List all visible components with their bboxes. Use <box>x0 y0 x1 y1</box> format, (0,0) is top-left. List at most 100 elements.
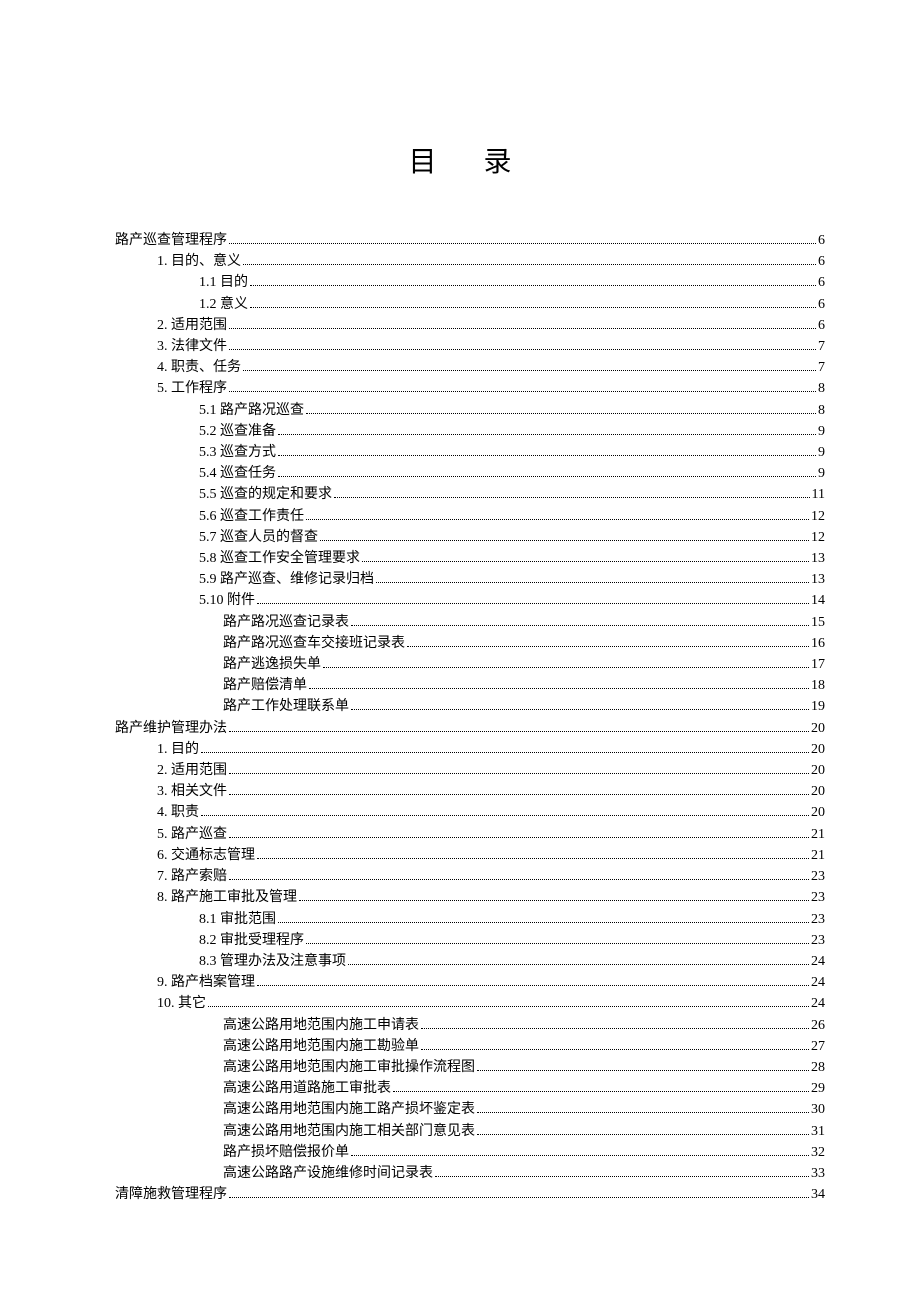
toc-entry: 路产赔偿清单18 <box>115 675 825 696</box>
toc-label: 路产工作处理联系单 <box>223 696 349 717</box>
toc-label: 2. 适用范围 <box>157 315 227 336</box>
toc-entry: 5.8 巡查工作安全管理要求 13 <box>115 548 825 569</box>
toc-leader-dots <box>477 1112 809 1113</box>
toc-page-number: 9 <box>818 421 825 442</box>
toc-leader-dots <box>435 1176 809 1177</box>
toc-leader-dots <box>201 815 809 816</box>
toc-page-number: 6 <box>818 230 825 251</box>
toc-entry: 2. 适用范围20 <box>115 760 825 781</box>
toc-entry: 5.1 路产路况巡查8 <box>115 400 825 421</box>
toc-page-number: 19 <box>811 696 825 717</box>
toc-label: 高速公路路产设施维修时间记录表 <box>223 1163 433 1184</box>
toc-leader-dots <box>477 1070 809 1071</box>
toc-label: 5. 路产巡查 <box>157 824 227 845</box>
toc-leader-dots <box>229 328 816 329</box>
toc-page-number: 6 <box>818 294 825 315</box>
toc-leader-dots <box>299 900 809 901</box>
toc-entry: 5.6 巡查工作责任12 <box>115 506 825 527</box>
toc-page-number: 16 <box>811 633 825 654</box>
toc-leader-dots <box>376 582 809 583</box>
toc-page-number: 13 <box>811 548 825 569</box>
toc-page-number: 9 <box>818 463 825 484</box>
toc-entry: 1. 目的、意义6 <box>115 251 825 272</box>
toc-entry: 5. 工作程序8 <box>115 378 825 399</box>
toc-page-number: 7 <box>818 357 825 378</box>
toc-label: 9. 路产档案管理 <box>157 972 255 993</box>
toc-page-number: 28 <box>811 1057 825 1078</box>
toc-entry: 8.2 审批受理程序23 <box>115 930 825 951</box>
toc-page-number: 13 <box>811 569 825 590</box>
toc-label: 高速公路用地范围内施工审批操作流程图 <box>223 1057 475 1078</box>
table-of-contents: 路产巡查管理程序61. 目的、意义61.1 目的61.2 意义62. 适用范围6… <box>115 230 825 1205</box>
toc-leader-dots <box>257 858 809 859</box>
toc-page-number: 24 <box>811 993 825 1014</box>
toc-label: 8.2 审批受理程序 <box>199 930 304 951</box>
toc-leader-dots <box>306 413 816 414</box>
toc-leader-dots <box>393 1091 809 1092</box>
toc-entry: 5.10 附件14 <box>115 590 825 611</box>
toc-leader-dots <box>229 879 809 880</box>
toc-label: 1.2 意义 <box>199 294 248 315</box>
toc-leader-dots <box>362 561 809 562</box>
toc-entry: 8. 路产施工审批及管理23 <box>115 887 825 908</box>
toc-label: 4. 职责 <box>157 802 199 823</box>
toc-leader-dots <box>229 1197 809 1198</box>
toc-entry: 5.9 路产巡查、维修记录归档13 <box>115 569 825 590</box>
toc-entry: 9. 路产档案管理24 <box>115 972 825 993</box>
toc-page-number: 17 <box>811 654 825 675</box>
toc-page-number: 15 <box>811 612 825 633</box>
toc-leader-dots <box>351 1155 809 1156</box>
toc-leader-dots <box>229 349 816 350</box>
toc-entry: 高速公路用地范围内施工勘验单27 <box>115 1036 825 1057</box>
toc-page-number: 6 <box>818 272 825 293</box>
toc-entry: 1.2 意义 6 <box>115 294 825 315</box>
toc-label: 路产损坏赔偿报价单 <box>223 1142 349 1163</box>
toc-page-number: 27 <box>811 1036 825 1057</box>
toc-entry: 清障施救管理程序34 <box>115 1184 825 1205</box>
toc-label: 8.1 审批范围 <box>199 909 276 930</box>
toc-page-number: 26 <box>811 1015 825 1036</box>
toc-label: 2. 适用范围 <box>157 760 227 781</box>
toc-entry: 高速公路用地范围内施工路产损坏鉴定表 30 <box>115 1099 825 1120</box>
toc-label: 高速公路用道路施工审批表 <box>223 1078 391 1099</box>
toc-leader-dots <box>229 243 816 244</box>
toc-leader-dots <box>229 731 809 732</box>
toc-leader-dots <box>351 625 809 626</box>
toc-leader-dots <box>309 688 809 689</box>
page-title: 目 录 <box>115 140 825 180</box>
toc-page-number: 11 <box>812 484 825 505</box>
toc-label: 8.3 管理办法及注意事项 <box>199 951 346 972</box>
toc-entry: 7. 路产索赔23 <box>115 866 825 887</box>
toc-leader-dots <box>278 476 816 477</box>
toc-label: 8. 路产施工审批及管理 <box>157 887 297 908</box>
toc-entry: 5. 路产巡查21 <box>115 824 825 845</box>
toc-page-number: 9 <box>818 442 825 463</box>
toc-leader-dots <box>229 794 809 795</box>
toc-entry: 路产损坏赔偿报价单 32 <box>115 1142 825 1163</box>
toc-label: 6. 交通标志管理 <box>157 845 255 866</box>
toc-entry: 5.5 巡查的规定和要求 11 <box>115 484 825 505</box>
toc-label: 路产巡查管理程序 <box>115 230 227 251</box>
toc-label: 5.5 巡查的规定和要求 <box>199 484 332 505</box>
toc-label: 路产逃逸损失单 <box>223 654 321 675</box>
toc-entry: 高速公路用地范围内施工审批操作流程图 28 <box>115 1057 825 1078</box>
toc-page-number: 7 <box>818 336 825 357</box>
toc-page-number: 34 <box>811 1184 825 1205</box>
toc-page-number: 23 <box>811 866 825 887</box>
toc-label: 1. 目的、意义 <box>157 251 241 272</box>
toc-leader-dots <box>257 985 809 986</box>
toc-page-number: 30 <box>811 1099 825 1120</box>
toc-page-number: 20 <box>811 802 825 823</box>
toc-label: 5.8 巡查工作安全管理要求 <box>199 548 360 569</box>
toc-leader-dots <box>278 455 816 456</box>
toc-label: 高速公路用地范围内施工路产损坏鉴定表 <box>223 1099 475 1120</box>
toc-leader-dots <box>334 497 810 498</box>
toc-page-number: 20 <box>811 739 825 760</box>
toc-leader-dots <box>477 1134 809 1135</box>
toc-label: 1. 目的 <box>157 739 199 760</box>
toc-entry: 路产路况巡查车交接班记录表16 <box>115 633 825 654</box>
toc-entry: 路产巡查管理程序 6 <box>115 230 825 251</box>
toc-leader-dots <box>306 943 809 944</box>
toc-leader-dots <box>407 646 809 647</box>
toc-page-number: 32 <box>811 1142 825 1163</box>
